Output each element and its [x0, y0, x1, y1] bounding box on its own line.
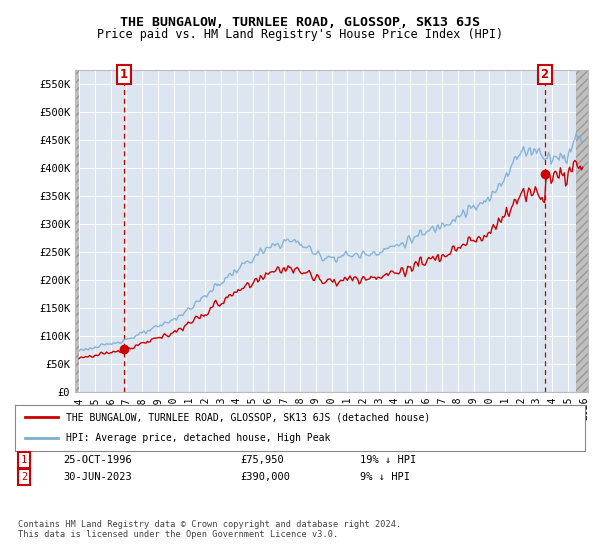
Text: £390,000: £390,000 — [240, 472, 290, 482]
Text: 1: 1 — [119, 68, 128, 81]
Text: Price paid vs. HM Land Registry's House Price Index (HPI): Price paid vs. HM Land Registry's House … — [97, 28, 503, 41]
Text: 1: 1 — [21, 455, 27, 465]
Text: 30-JUN-2023: 30-JUN-2023 — [63, 472, 132, 482]
Text: 25-OCT-1996: 25-OCT-1996 — [63, 455, 132, 465]
Text: THE BUNGALOW, TURNLEE ROAD, GLOSSOP, SK13 6JS (detached house): THE BUNGALOW, TURNLEE ROAD, GLOSSOP, SK1… — [66, 412, 431, 422]
Text: HPI: Average price, detached house, High Peak: HPI: Average price, detached house, High… — [66, 433, 331, 444]
Text: £75,950: £75,950 — [240, 455, 284, 465]
Text: 19% ↓ HPI: 19% ↓ HPI — [360, 455, 416, 465]
Text: 2: 2 — [541, 68, 548, 81]
Bar — [576, 70, 588, 392]
Text: 9% ↓ HPI: 9% ↓ HPI — [360, 472, 410, 482]
Text: 2: 2 — [21, 472, 27, 482]
Text: Contains HM Land Registry data © Crown copyright and database right 2024.
This d: Contains HM Land Registry data © Crown c… — [18, 520, 401, 539]
Text: THE BUNGALOW, TURNLEE ROAD, GLOSSOP, SK13 6JS: THE BUNGALOW, TURNLEE ROAD, GLOSSOP, SK1… — [120, 16, 480, 29]
Bar — [75, 70, 79, 392]
